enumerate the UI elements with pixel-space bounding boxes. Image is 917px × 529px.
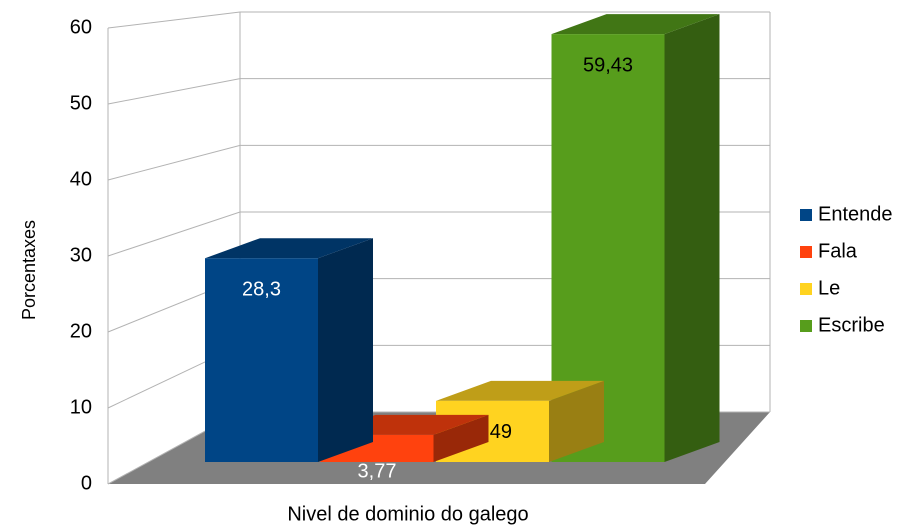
legend-label: Le	[818, 277, 840, 299]
y-tick-label: 50	[70, 92, 92, 114]
y-tick-label: 10	[70, 396, 92, 418]
y-tick-label: 40	[70, 168, 92, 190]
y-tick-label: 20	[70, 320, 92, 342]
legend-label: Entende	[818, 203, 893, 225]
bar-top	[436, 380, 604, 401]
bar-side	[664, 14, 720, 462]
bar-front	[205, 258, 318, 462]
legend-swatch	[800, 320, 812, 332]
bar-side	[433, 414, 489, 462]
legend-swatch	[800, 246, 812, 258]
legend-swatch	[800, 283, 812, 295]
data-label: 59,43	[583, 54, 633, 76]
bar	[205, 238, 373, 462]
y-axis-title: Porcentaxes	[19, 220, 39, 320]
legend-label: Fala	[818, 240, 858, 262]
data-label: 3,77	[358, 460, 397, 482]
bar-top	[205, 238, 373, 259]
grid-line	[107, 11, 770, 29]
bar	[551, 14, 720, 462]
legend-label: Escribe	[818, 314, 885, 336]
y-tick-label: 30	[70, 244, 92, 266]
data-label: 28,3	[242, 279, 281, 301]
y-tick-label: 0	[81, 472, 92, 494]
bar-side	[549, 380, 604, 462]
legend-swatch	[800, 209, 812, 221]
x-axis-title: Nivel de dominio do galego	[287, 503, 528, 525]
bar-side	[318, 238, 373, 462]
bar-top	[551, 14, 720, 35]
y-tick-label: 60	[70, 16, 92, 38]
